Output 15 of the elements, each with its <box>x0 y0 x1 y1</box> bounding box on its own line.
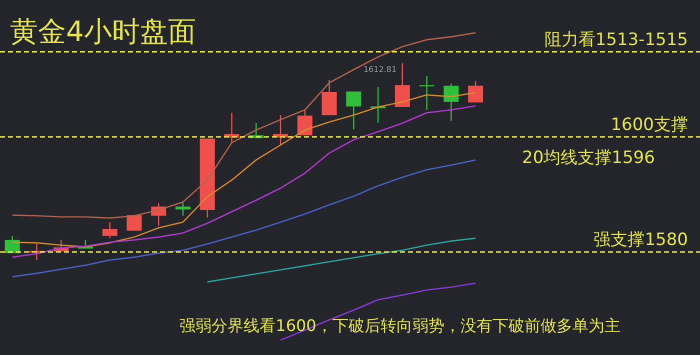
annotation: 1612.81 <box>363 65 397 74</box>
ref-line-label: 阻力看1513-1515 <box>544 30 688 50</box>
candlestick <box>322 79 337 116</box>
ref-line-label: 1600支撑 <box>610 114 688 135</box>
candlestick <box>346 90 362 130</box>
candlestick <box>175 201 190 216</box>
candlestick <box>394 62 410 108</box>
candlestick <box>419 75 434 110</box>
text: 黄金4小时盘面 <box>10 15 196 48</box>
text: 20均线支撑1596 <box>522 148 655 168</box>
annotation: 强弱分界线看1600，下破后转向弱势，没有下破前做多单为主 <box>180 316 620 335</box>
candlestick <box>468 80 484 104</box>
candlestick <box>444 82 459 122</box>
ref-line-label: 强支撑1580 <box>594 230 688 250</box>
candlestick <box>102 221 118 239</box>
